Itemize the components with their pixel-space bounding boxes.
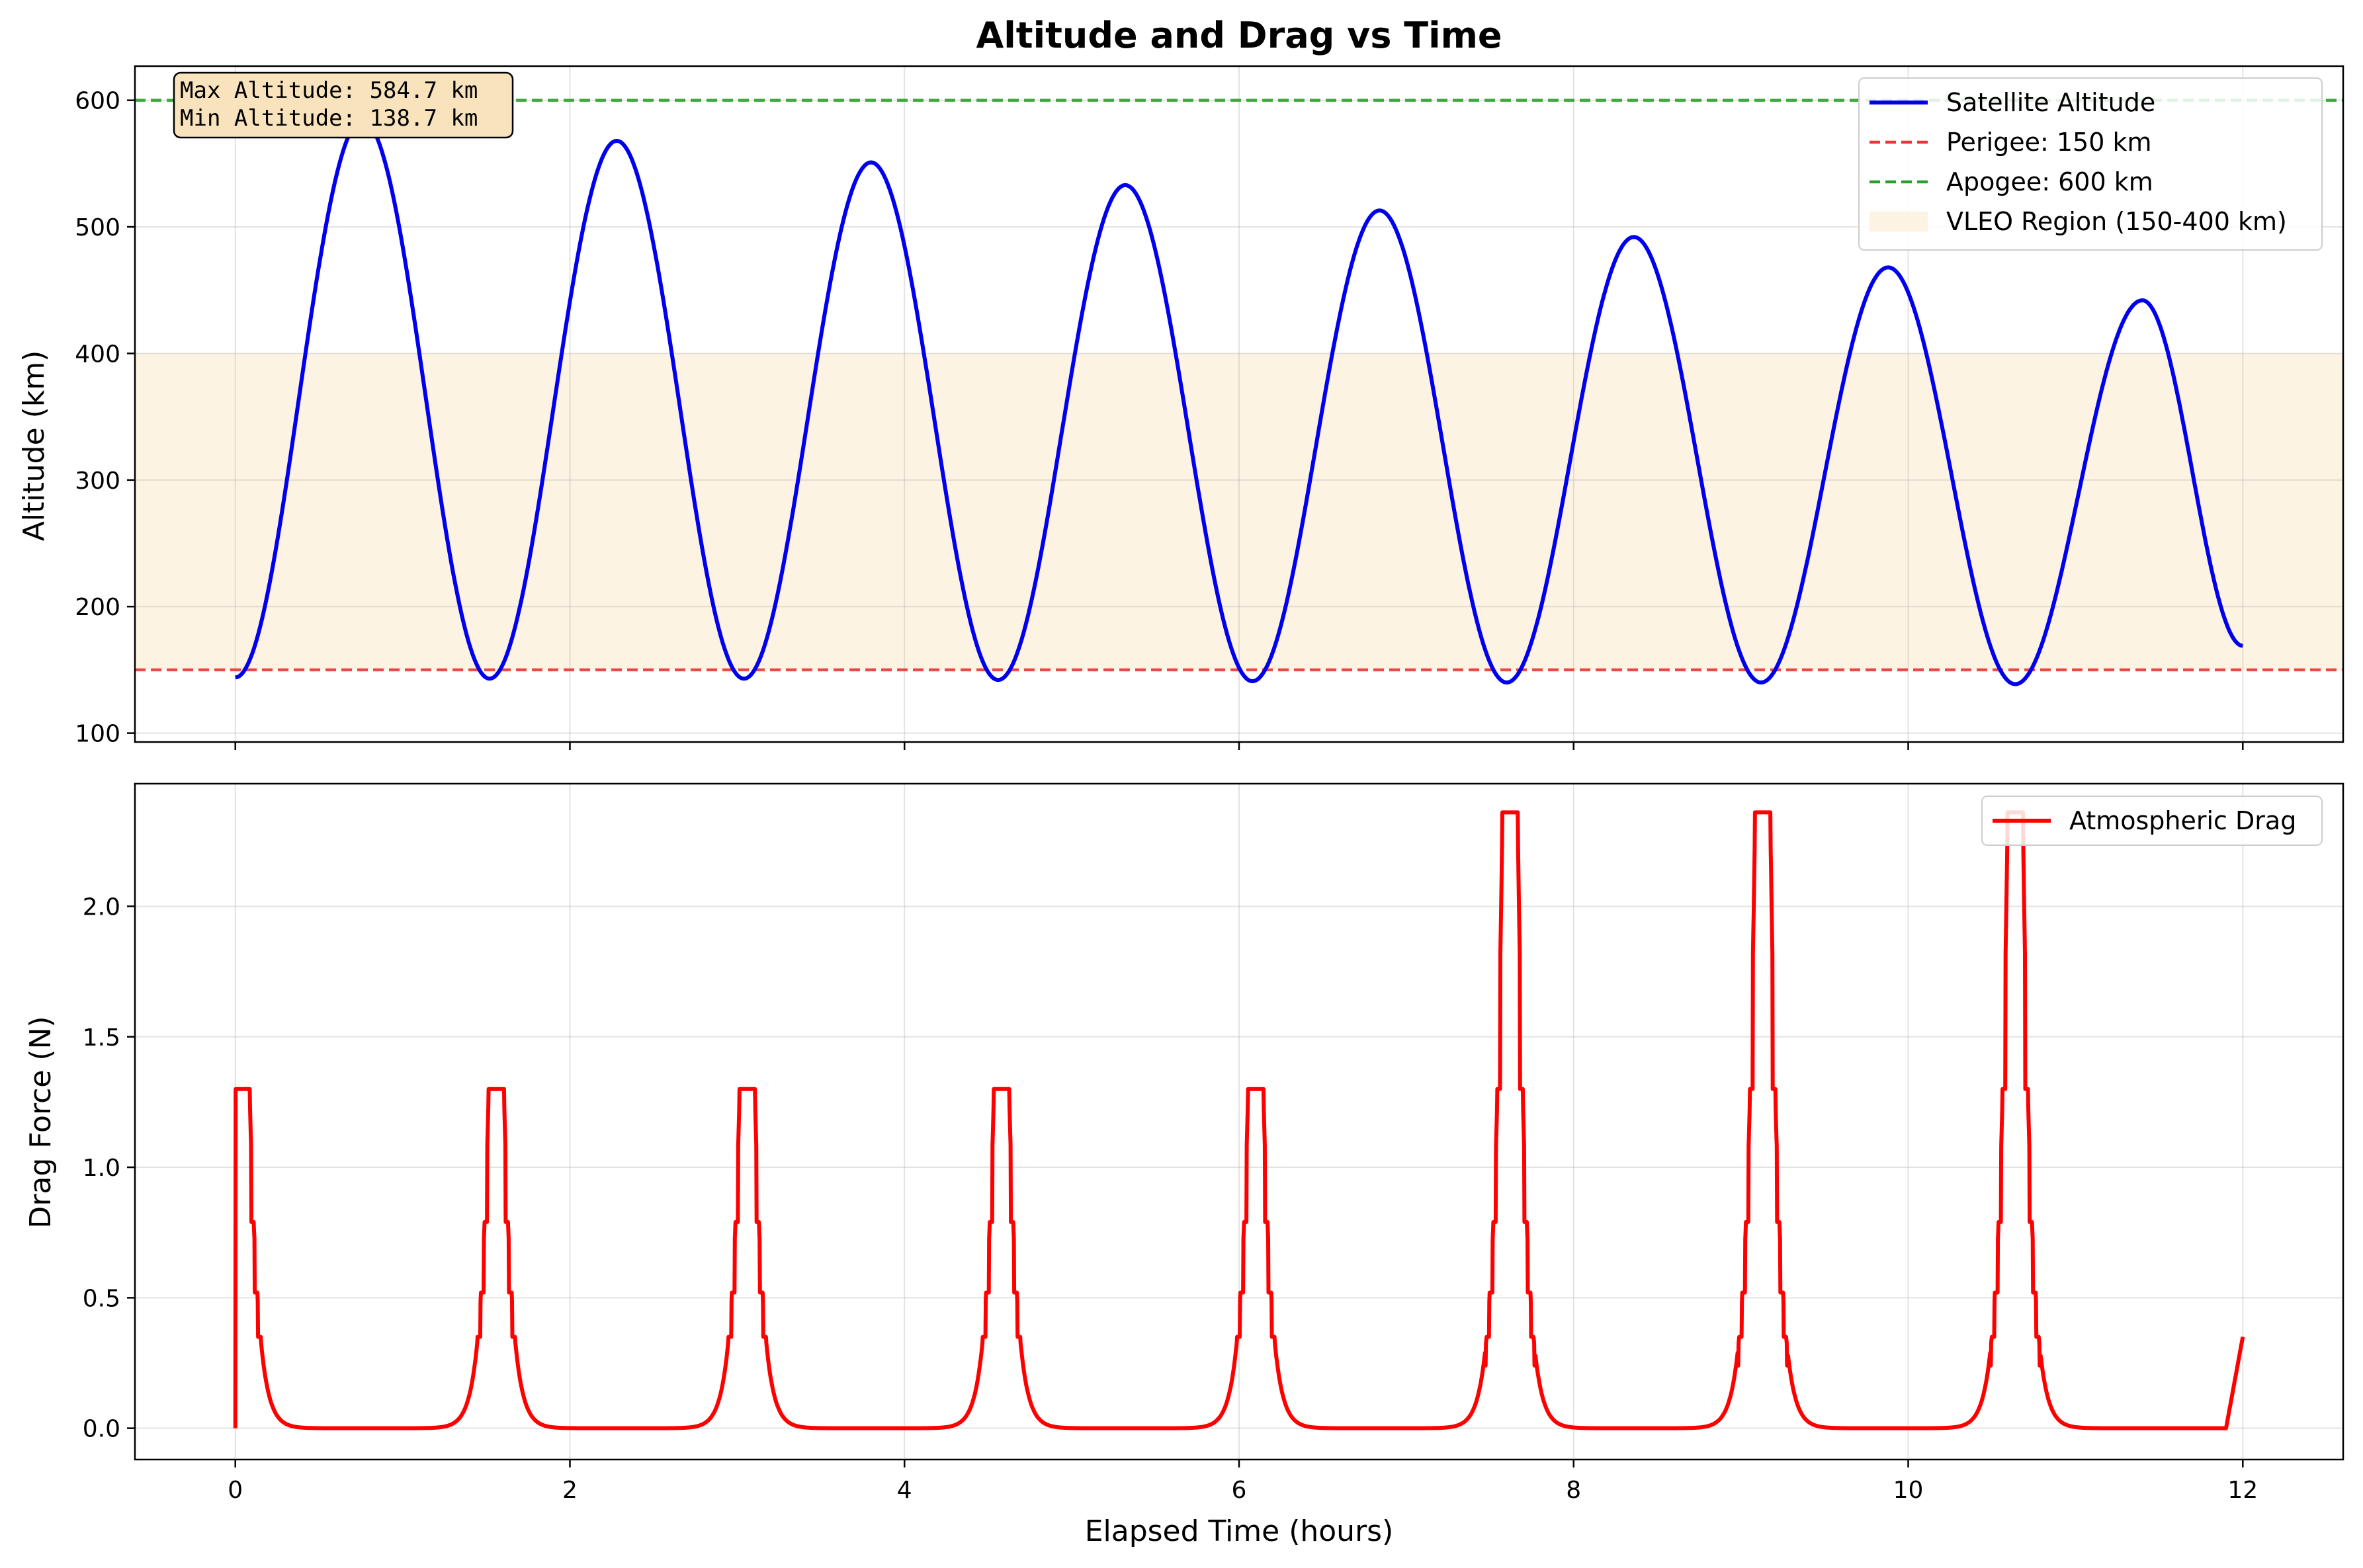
drag-x-tick-label: 2 xyxy=(562,1477,578,1504)
altitude-y-label: Altitude (km) xyxy=(17,351,51,542)
drag-y-tick-label: 0.5 xyxy=(83,1285,120,1312)
legend-drag-label: Atmospheric Drag xyxy=(2069,806,2296,835)
drag-y-tick-label: 1.0 xyxy=(83,1155,120,1182)
max-altitude-text: Max Altitude: 584.7 km xyxy=(180,77,478,104)
drag-series-line xyxy=(233,810,2245,1430)
drag-x-tick-label: 6 xyxy=(1232,1477,1247,1504)
drag-y-ticks: 0.0 0.5 1.0 1.5 2.0 xyxy=(83,893,135,1443)
altitude-y-tick-label: 100 xyxy=(75,721,120,748)
legend-apogee-label: Apogee: 600 km xyxy=(1946,167,2153,196)
min-altitude-text: Min Altitude: 138.7 km xyxy=(180,105,478,132)
altitude-y-tick-label: 500 xyxy=(75,214,120,241)
altitude-series-line xyxy=(235,118,2243,686)
altitude-y-tick-label: 600 xyxy=(75,88,120,115)
drag-plot-area xyxy=(134,782,2344,1461)
legend-vleo-swatch xyxy=(1869,212,1928,231)
vleo-band xyxy=(135,353,2343,670)
altitude-y-tick-label: 200 xyxy=(75,594,120,621)
stats-annotation: Max Altitude: 584.7 km Min Altitude: 138… xyxy=(173,71,514,139)
drag-y-tick-label: 1.5 xyxy=(83,1024,120,1052)
drag-x-tick-label: 8 xyxy=(1566,1477,1581,1504)
altitude-legend: Satellite Altitude Perigee: 150 km Apoge… xyxy=(1858,77,2323,251)
altitude-y-tick-label: 400 xyxy=(75,341,120,368)
altitude-legend-frame xyxy=(1858,77,2323,251)
altitude-x-ticks xyxy=(234,742,2244,750)
altitude-plot-area xyxy=(134,65,2344,743)
drag-legend-frame xyxy=(1981,796,2323,846)
drag-x-tick-label: 0 xyxy=(228,1477,243,1504)
legend-perigee-label: Perigee: 150 km xyxy=(1946,128,2152,157)
drag-x-tick-label: 10 xyxy=(1893,1477,1924,1504)
drag-x-tick-label: 4 xyxy=(897,1477,912,1504)
drag-y-tick-label: 2.0 xyxy=(83,893,120,921)
drag-x-ticks: 0 2 4 6 8 10 12 xyxy=(228,1460,2258,1504)
drag-x-label: Elapsed Time (hours) xyxy=(1085,1514,1394,1548)
drag-panel: Drag Force (N) Elapsed Time (hours) 0.00… xyxy=(24,782,2344,1548)
drag-y-tick-label: 0.0 xyxy=(83,1416,120,1443)
drag-y-label: Drag Force (N) xyxy=(24,1016,58,1228)
legend-altitude-label: Satellite Altitude xyxy=(1946,88,2155,117)
altitude-panel: Altitude (km) 100 200 300 400 500 600 Max Alt… xyxy=(17,65,2344,750)
stats-annotation-box xyxy=(173,71,514,139)
altitude-y-ticks: 100 200 300 400 500 600 xyxy=(75,88,135,748)
drag-x-tick-label: 12 xyxy=(2227,1477,2258,1504)
drag-legend: Atmospheric Drag xyxy=(1981,796,2323,846)
chart-title: Altitude and Drag vs Time xyxy=(976,15,1502,56)
legend-vleo-label: VLEO Region (150-400 km) xyxy=(1946,207,2287,236)
altitude-y-tick-label: 300 xyxy=(75,468,120,495)
